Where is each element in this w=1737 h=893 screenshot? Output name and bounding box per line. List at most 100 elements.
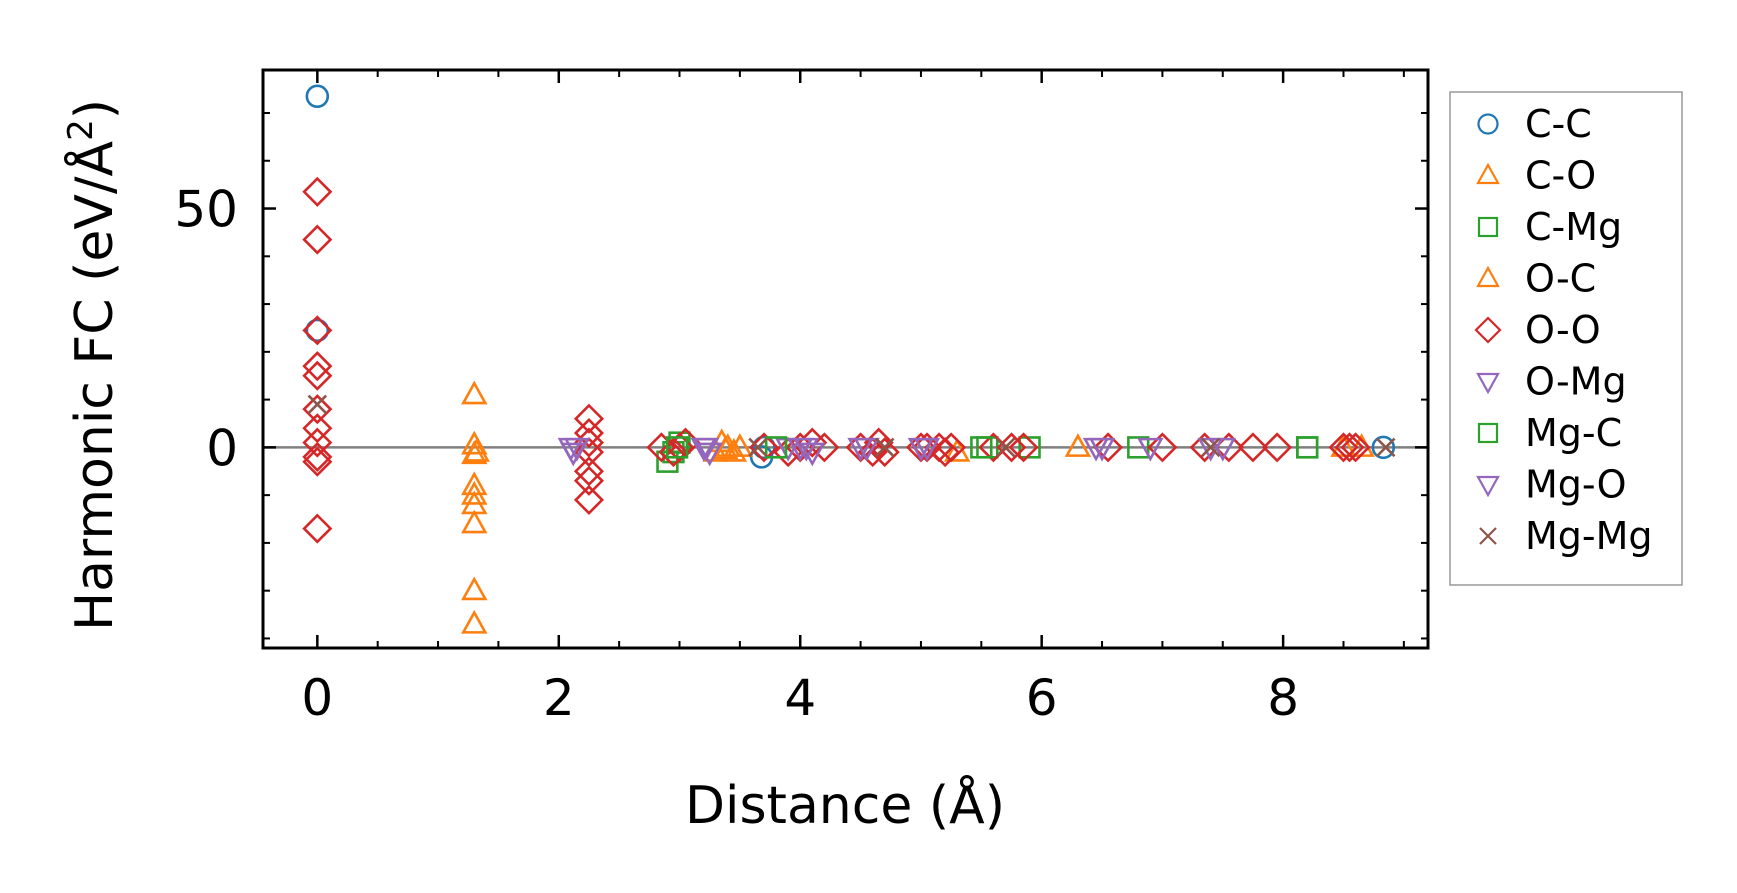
legend-marker-o-o — [1474, 316, 1502, 344]
data-point-o-o — [302, 360, 333, 391]
data-point-o-c — [726, 433, 754, 457]
x-tick-label: 6 — [1026, 669, 1058, 727]
y-axis-label: Harmonic FC (eV/Å2) — [61, 99, 125, 631]
data-point-o-c — [463, 437, 490, 462]
tick-labels: 0 2 4 6 8 0 50 — [174, 181, 1299, 727]
data-point-mg-o — [853, 437, 880, 462]
x-tick-label: 0 — [301, 669, 333, 727]
data-point-o-o — [1237, 432, 1268, 463]
data-point-o-o — [302, 176, 333, 207]
data-point-mg-mg — [875, 437, 895, 458]
data-point-mg-mg — [1200, 437, 1221, 458]
data-point-o-mg — [1137, 437, 1164, 462]
legend-marker-o-mg — [1476, 372, 1500, 395]
y-axis-label-main: Harmonic FC (eV/Å — [63, 140, 125, 631]
x-axis-label: Distance (Å) — [685, 774, 1005, 836]
legend-label-o-mg: O-Mg — [1525, 360, 1627, 404]
legend-label-mg-c: Mg-C — [1525, 411, 1622, 455]
data-point-o-o — [302, 351, 333, 382]
x-tick-label: 8 — [1267, 669, 1299, 727]
data-point-c-o — [461, 480, 488, 505]
y-tick-label: 0 — [206, 419, 238, 477]
data-point-o-o — [930, 437, 961, 468]
data-point-mg-mg — [748, 437, 768, 458]
data-point-o-o — [1340, 432, 1371, 463]
data-point-mg-o — [563, 437, 591, 462]
data-point-mg-o — [692, 437, 720, 462]
legend-marker-o-c — [1476, 265, 1500, 288]
legend-marker-mg-c — [1477, 422, 1499, 444]
legend-label-o-c: O-C — [1525, 257, 1596, 301]
data-point-o-o — [302, 441, 333, 472]
y-tick-label: 50 — [174, 181, 238, 239]
data-point-mg-c — [970, 436, 993, 459]
legend-label-o-o: O-O — [1525, 308, 1601, 352]
data-point-o-o — [773, 437, 804, 468]
legend-label-mg-o: Mg-O — [1525, 463, 1627, 507]
data-point-o-o — [302, 224, 333, 255]
data-point-o-o — [573, 484, 604, 515]
data-point-mg-mg — [1376, 437, 1396, 458]
data-point-mg-mg — [995, 437, 1016, 458]
data-point-o-o — [1262, 432, 1293, 463]
data-point-o-o — [302, 513, 333, 544]
data-point-o-o — [1008, 432, 1039, 463]
data-point-o-o — [936, 432, 967, 463]
data-point-o-o — [1328, 432, 1359, 463]
data-point-mg-o — [1209, 437, 1236, 462]
data-point-c-c — [1371, 435, 1396, 460]
data-points — [302, 84, 1396, 634]
legend-label-c-c: C-C — [1525, 102, 1592, 146]
data-point-o-o — [573, 403, 604, 434]
data-point-o-c — [712, 435, 739, 460]
x-tick-label: 4 — [784, 669, 816, 727]
data-point-c-c — [305, 318, 330, 343]
data-point-o-o — [573, 437, 604, 468]
data-point-o-o — [573, 418, 604, 449]
data-point-c-c — [305, 84, 330, 109]
legend-label-c-o: C-O — [1525, 154, 1596, 198]
x-tick-label: 2 — [543, 669, 575, 727]
data-point-o-o — [1147, 432, 1178, 463]
data-point-o-o — [573, 465, 604, 496]
legend-marker-mg-o — [1476, 475, 1500, 498]
legend-marker-c-o — [1476, 162, 1500, 185]
data-point-o-mg — [799, 442, 826, 467]
data-point-mg-c — [1296, 436, 1319, 459]
data-point-mg-o — [907, 437, 935, 462]
data-point-mg-o — [1082, 437, 1110, 462]
data-point-o-o — [302, 427, 333, 458]
data-point-c-o — [461, 380, 488, 405]
data-point-o-o — [302, 394, 333, 425]
y-axis-label-end: ) — [65, 99, 125, 119]
data-point-o-o — [302, 315, 333, 346]
data-point-o-o — [1093, 432, 1124, 463]
data-point-o-o — [302, 413, 333, 444]
legend-marker-c-c — [1477, 113, 1499, 135]
data-point-mg-c — [764, 436, 788, 459]
data-point-c-o — [461, 509, 488, 534]
legend-label-mg-mg: Mg-Mg — [1525, 514, 1653, 558]
data-point-mg-c — [665, 436, 689, 459]
data-point-o-o — [573, 456, 604, 487]
legend-box — [1449, 91, 1683, 586]
data-point-c-o — [461, 576, 488, 601]
data-point-o-o — [302, 446, 333, 477]
data-point-c-o — [461, 430, 488, 455]
legend-label-c-mg: C-Mg — [1525, 205, 1622, 249]
data-point-o-o — [664, 432, 695, 463]
y-axis-label-superscript: 2 — [61, 119, 101, 141]
legend-marker-mg-mg — [1479, 527, 1497, 545]
data-point-o-o — [1334, 432, 1365, 463]
legend-marker-c-mg — [1477, 216, 1499, 238]
data-point-mg-o — [787, 437, 814, 462]
plot-frame — [261, 68, 1430, 650]
data-point-o-o — [869, 437, 900, 468]
data-point-c-mg — [1018, 436, 1041, 459]
data-point-o-o — [658, 437, 689, 468]
data-point-c-o — [461, 609, 488, 634]
legend: C-C C-O C-Mg O-C O-O O-Mg Mg-C Mg-O Mg-Mg — [1449, 91, 1683, 586]
data-point-o-o — [857, 437, 888, 468]
data-point-mg-mg — [307, 394, 328, 415]
